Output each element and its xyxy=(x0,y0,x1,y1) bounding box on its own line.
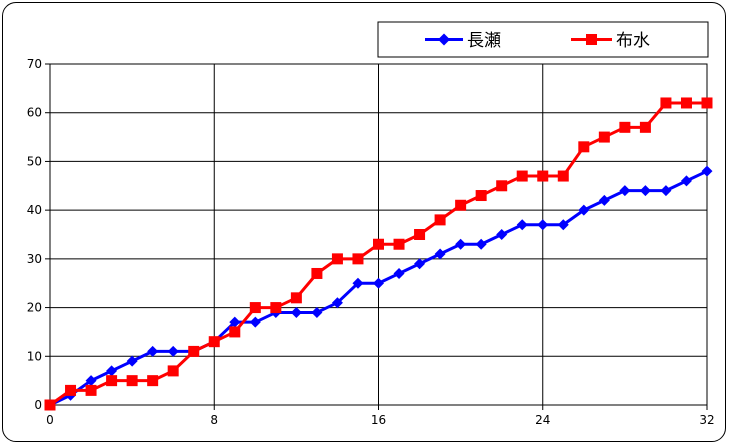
data-point-0 xyxy=(85,375,97,387)
data-point-1 xyxy=(106,375,118,387)
data-point-1 xyxy=(208,336,220,348)
y-tick-label: 40 xyxy=(27,203,42,217)
data-point-1 xyxy=(229,326,241,338)
data-point-1 xyxy=(660,97,672,109)
data-point-1 xyxy=(701,97,713,109)
data-point-0 xyxy=(516,219,528,231)
legend: 長瀬 布水 xyxy=(377,21,709,58)
data-point-0 xyxy=(557,219,569,231)
data-point-1 xyxy=(414,229,426,240)
data-point-0 xyxy=(701,165,713,177)
data-point-1 xyxy=(167,365,179,377)
y-tick-label: 60 xyxy=(27,106,42,120)
data-point-0 xyxy=(578,204,590,216)
x-tick-label: 32 xyxy=(699,413,714,427)
data-point-0 xyxy=(167,345,179,357)
legend-label-1: 布水 xyxy=(616,31,650,51)
data-point-1 xyxy=(496,180,508,192)
data-point-1 xyxy=(537,170,549,182)
data-point-1 xyxy=(639,121,651,133)
y-tick-label: 30 xyxy=(27,252,42,266)
data-point-0 xyxy=(147,345,159,357)
legend-swatch-marker-1 xyxy=(586,34,597,45)
data-point-0 xyxy=(331,297,343,309)
data-point-0 xyxy=(373,277,384,289)
data-point-1 xyxy=(352,253,364,265)
data-point-1 xyxy=(290,292,302,304)
x-tick-label: 0 xyxy=(46,413,54,427)
data-point-0 xyxy=(249,316,261,328)
series-1 xyxy=(44,97,713,411)
data-point-1 xyxy=(393,238,405,250)
data-point-1 xyxy=(475,190,487,202)
data-point-0 xyxy=(434,248,446,260)
data-point-1 xyxy=(455,199,467,211)
data-point-1 xyxy=(65,384,77,396)
data-point-1 xyxy=(147,375,159,387)
data-point-1 xyxy=(434,214,446,226)
data-point-0 xyxy=(352,277,364,289)
data-point-0 xyxy=(537,219,549,231)
data-point-1 xyxy=(331,253,343,265)
data-point-0 xyxy=(660,185,672,197)
data-point-1 xyxy=(373,238,384,250)
data-point-1 xyxy=(249,302,261,314)
data-point-1 xyxy=(680,97,692,109)
data-point-0 xyxy=(680,175,692,187)
x-tick-label: 8 xyxy=(210,413,218,427)
legend-label-0: 長瀬 xyxy=(467,31,501,51)
data-point-1 xyxy=(557,170,569,182)
data-point-0 xyxy=(496,229,508,240)
data-point-0 xyxy=(598,194,610,206)
data-point-0 xyxy=(311,306,323,318)
y-tick-label: 50 xyxy=(27,154,42,168)
data-point-1 xyxy=(85,384,97,396)
data-point-1 xyxy=(516,170,528,182)
data-point-1 xyxy=(311,267,323,279)
data-point-0 xyxy=(455,238,467,250)
legend-swatch-marker-0 xyxy=(438,33,450,46)
data-point-1 xyxy=(598,131,610,143)
data-point-0 xyxy=(414,258,426,270)
x-tick-label: 16 xyxy=(371,413,386,427)
data-point-1 xyxy=(188,345,200,357)
y-tick-label: 0 xyxy=(34,398,42,412)
data-point-0 xyxy=(619,185,631,197)
data-point-0 xyxy=(393,267,405,279)
series-layer xyxy=(44,97,713,411)
tick-labels: 0 10 20 30 40 50 60 70 0 8 16 24 32 xyxy=(27,57,715,427)
data-point-1 xyxy=(270,302,282,314)
data-point-0 xyxy=(126,355,138,367)
data-point-1 xyxy=(126,375,138,387)
data-point-0 xyxy=(290,306,302,318)
data-point-1 xyxy=(619,121,631,133)
data-point-0 xyxy=(229,316,241,328)
x-tick-label: 24 xyxy=(535,413,550,427)
chart-frame xyxy=(2,2,726,442)
grid-lines xyxy=(45,63,708,410)
data-point-1 xyxy=(44,399,56,411)
plot-area xyxy=(49,63,708,406)
y-tick-label: 10 xyxy=(27,349,42,363)
y-tick-label: 20 xyxy=(27,301,42,315)
y-tick-label: 70 xyxy=(27,57,42,71)
data-point-0 xyxy=(106,365,118,377)
data-point-1 xyxy=(578,141,590,153)
data-point-0 xyxy=(639,185,651,197)
data-point-0 xyxy=(475,238,487,250)
